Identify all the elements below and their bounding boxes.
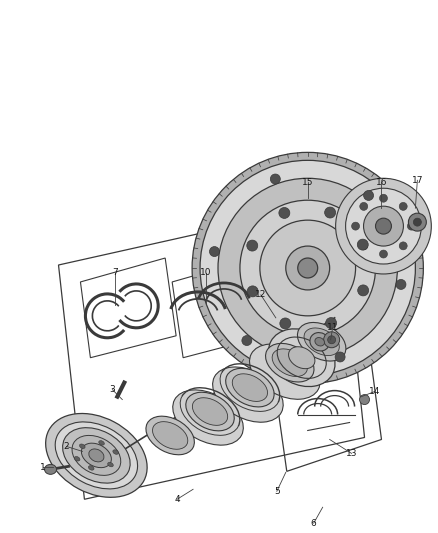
Ellipse shape xyxy=(79,444,85,448)
Ellipse shape xyxy=(413,218,421,226)
Ellipse shape xyxy=(352,222,360,230)
Ellipse shape xyxy=(304,328,339,356)
Ellipse shape xyxy=(375,218,392,234)
Text: 16: 16 xyxy=(376,178,387,187)
Ellipse shape xyxy=(46,414,147,497)
Ellipse shape xyxy=(399,203,407,211)
Ellipse shape xyxy=(297,322,346,361)
Ellipse shape xyxy=(242,336,252,345)
Ellipse shape xyxy=(247,240,258,251)
Ellipse shape xyxy=(209,247,219,256)
Ellipse shape xyxy=(379,194,388,202)
Text: 7: 7 xyxy=(113,269,118,278)
Text: 11: 11 xyxy=(327,324,339,332)
Text: 4: 4 xyxy=(174,495,180,504)
Ellipse shape xyxy=(152,422,188,449)
Ellipse shape xyxy=(113,450,118,454)
Ellipse shape xyxy=(364,206,403,246)
Ellipse shape xyxy=(232,374,268,401)
Ellipse shape xyxy=(272,349,307,376)
Ellipse shape xyxy=(357,239,368,250)
Ellipse shape xyxy=(99,441,104,445)
Ellipse shape xyxy=(247,286,258,297)
Ellipse shape xyxy=(289,347,315,369)
Ellipse shape xyxy=(250,344,320,399)
Ellipse shape xyxy=(226,368,274,407)
Ellipse shape xyxy=(328,336,336,344)
Ellipse shape xyxy=(81,443,111,467)
Ellipse shape xyxy=(173,390,244,445)
Ellipse shape xyxy=(325,207,336,218)
Ellipse shape xyxy=(286,246,330,290)
Ellipse shape xyxy=(192,152,424,384)
Ellipse shape xyxy=(336,178,431,274)
Ellipse shape xyxy=(200,160,415,376)
Ellipse shape xyxy=(63,427,130,483)
Ellipse shape xyxy=(186,392,234,431)
Text: 10: 10 xyxy=(200,269,212,278)
Ellipse shape xyxy=(358,285,369,296)
Text: 3: 3 xyxy=(110,385,115,394)
Ellipse shape xyxy=(280,318,291,329)
Text: 15: 15 xyxy=(302,178,314,187)
Ellipse shape xyxy=(379,250,388,258)
Text: 2: 2 xyxy=(64,442,69,451)
Ellipse shape xyxy=(108,462,113,467)
Text: 14: 14 xyxy=(369,387,380,396)
Ellipse shape xyxy=(360,203,368,211)
Ellipse shape xyxy=(360,394,370,405)
Ellipse shape xyxy=(88,466,94,470)
Ellipse shape xyxy=(399,242,407,250)
Ellipse shape xyxy=(396,279,406,289)
Ellipse shape xyxy=(407,222,415,230)
Ellipse shape xyxy=(74,456,80,461)
Ellipse shape xyxy=(212,367,283,422)
Text: 17: 17 xyxy=(412,176,423,185)
Ellipse shape xyxy=(315,337,325,346)
Ellipse shape xyxy=(72,435,121,475)
Ellipse shape xyxy=(346,188,421,264)
Ellipse shape xyxy=(325,318,336,328)
Ellipse shape xyxy=(360,242,368,250)
Text: 5: 5 xyxy=(274,487,280,496)
Ellipse shape xyxy=(270,174,280,184)
Ellipse shape xyxy=(279,207,290,219)
Ellipse shape xyxy=(218,178,397,358)
Ellipse shape xyxy=(268,329,335,386)
Ellipse shape xyxy=(298,258,318,278)
Ellipse shape xyxy=(408,213,426,231)
Ellipse shape xyxy=(55,422,138,489)
Ellipse shape xyxy=(324,332,339,348)
Ellipse shape xyxy=(310,333,329,351)
Ellipse shape xyxy=(265,343,314,382)
Ellipse shape xyxy=(240,200,375,336)
Ellipse shape xyxy=(45,464,57,474)
Ellipse shape xyxy=(364,190,374,200)
Ellipse shape xyxy=(335,352,345,362)
Text: 12: 12 xyxy=(255,290,267,300)
Ellipse shape xyxy=(192,398,228,425)
Ellipse shape xyxy=(260,220,356,316)
Text: 1: 1 xyxy=(40,463,46,472)
Ellipse shape xyxy=(89,449,104,462)
Text: 13: 13 xyxy=(346,449,357,458)
Text: 6: 6 xyxy=(311,519,317,528)
Ellipse shape xyxy=(146,416,194,455)
